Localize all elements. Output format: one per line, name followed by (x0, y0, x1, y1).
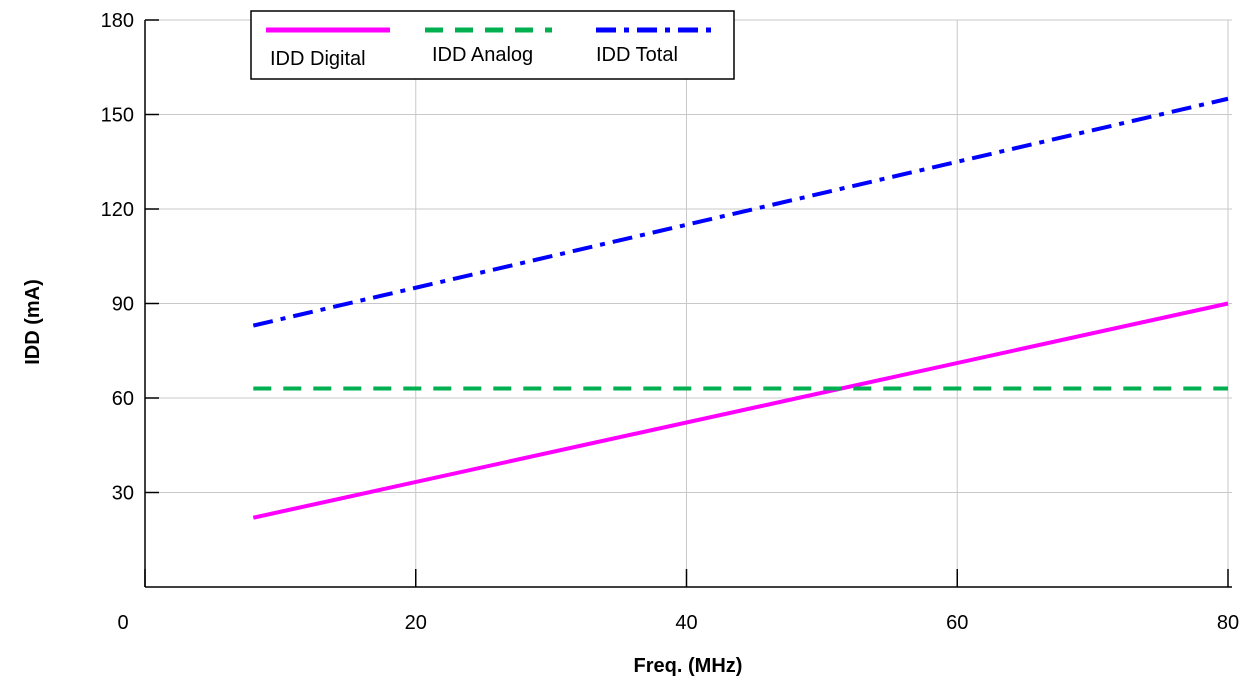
series-lines (252, 96, 1229, 520)
x-ticks: 0 20 40 60 80 (117, 569, 1239, 634)
series-line-3 (252, 96, 1229, 328)
x-tick-label: 0 (117, 612, 128, 634)
x-tick-label: 40 (675, 612, 697, 634)
y-ticks: 30 60 90 120 150 180 (101, 10, 159, 505)
x-tick-label: 80 (1217, 612, 1239, 634)
legend-label: IDD Digital (270, 48, 366, 70)
y-tick-label: 30 (112, 483, 134, 505)
legend-label: IDD Analog (432, 44, 533, 66)
y-tick-label: 180 (101, 10, 134, 32)
y-tick-label: 60 (112, 388, 134, 410)
legend-label: IDD Total (596, 44, 678, 66)
x-axis-title: Freq. (MHz) (634, 655, 743, 677)
legend-box (250, 10, 735, 80)
x-tick-label: 20 (405, 612, 427, 634)
y-axis-title: IDD (mA) (22, 279, 44, 365)
grid-lines (145, 19, 1232, 587)
y-tick-label: 150 (101, 105, 134, 127)
series-line-1 (252, 301, 1229, 520)
x-tick-label: 60 (946, 612, 968, 634)
y-tick-label: 120 (101, 199, 134, 221)
legend: IDD Digital IDD Analog IDD Total (250, 10, 735, 80)
y-tick-label: 90 (112, 294, 134, 316)
